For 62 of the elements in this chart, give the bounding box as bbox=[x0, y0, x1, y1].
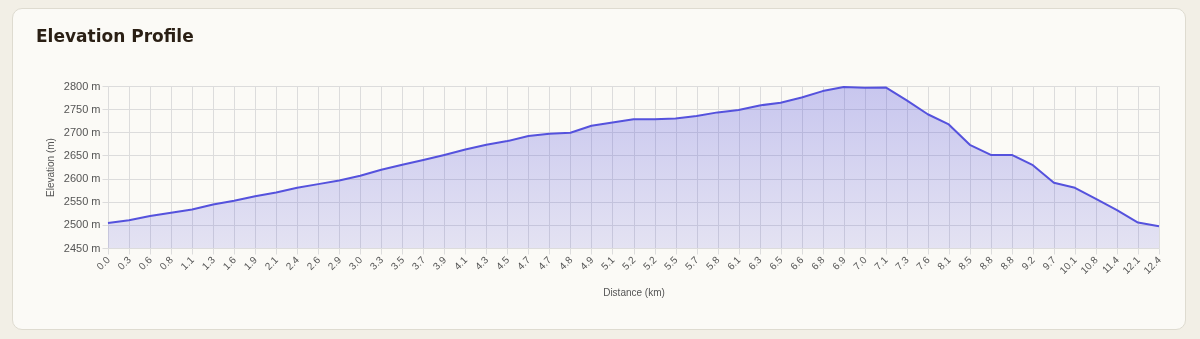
x-tick-label: 5.2 bbox=[619, 253, 638, 272]
x-tick-label: 5.8 bbox=[704, 253, 722, 272]
x-tick-label: 1.3 bbox=[199, 253, 218, 272]
y-tick-label: 2550 m bbox=[63, 195, 101, 208]
x-tick-label: 1.9 bbox=[241, 253, 260, 272]
x-tick-label: 8.5 bbox=[956, 253, 975, 272]
x-tick-label: 9.7 bbox=[1040, 253, 1059, 272]
x-tick-label: 8.8 bbox=[998, 253, 1017, 272]
x-axis-title: Distance (km) bbox=[603, 286, 665, 298]
x-tick-label: 1.6 bbox=[220, 253, 239, 272]
x-tick-label: 3.5 bbox=[388, 253, 407, 272]
x-tick-label: 6.3 bbox=[746, 253, 764, 272]
x-tick-label: 7.0 bbox=[851, 253, 870, 272]
x-tick-label: 0.3 bbox=[115, 253, 134, 272]
x-tick-label: 11.4 bbox=[1099, 253, 1122, 276]
y-tick-label: 2500 m bbox=[63, 218, 101, 231]
x-tick-label: 4.7 bbox=[535, 253, 554, 272]
y-axis-title: Elevation (m) bbox=[44, 138, 56, 197]
x-tick-label: 4.9 bbox=[577, 253, 596, 272]
x-tick-label: 6.5 bbox=[767, 253, 785, 272]
x-tick-label: 6.9 bbox=[830, 253, 849, 272]
x-tick-label: 6.1 bbox=[725, 253, 743, 272]
x-tick-label: 6.6 bbox=[788, 253, 806, 272]
x-tick-label: 0.6 bbox=[136, 253, 155, 272]
x-tick-label: 3.9 bbox=[430, 253, 449, 272]
y-tick-label: 2450 m bbox=[63, 241, 101, 254]
x-tick-label: 7.1 bbox=[872, 253, 891, 272]
y-tick-label: 2650 m bbox=[63, 148, 101, 161]
x-tick-label: 9.2 bbox=[1019, 253, 1038, 272]
x-tick-label: 1.1 bbox=[178, 253, 197, 272]
x-tick-label: 12.1 bbox=[1120, 253, 1143, 276]
x-tick-label: 12.4 bbox=[1141, 253, 1164, 276]
x-tick-label: 2.6 bbox=[304, 253, 323, 272]
x-tick-label: 4.8 bbox=[556, 253, 575, 272]
x-tick-label: 5.7 bbox=[682, 253, 701, 272]
x-tick-label: 8.8 bbox=[977, 253, 996, 272]
x-tick-label: 5.1 bbox=[598, 253, 617, 272]
y-tick-label: 2800 m bbox=[63, 79, 101, 92]
x-tick-label: 2.1 bbox=[262, 253, 281, 272]
x-tick-label: 3.0 bbox=[346, 253, 365, 272]
x-tick-label: 3.3 bbox=[367, 253, 386, 272]
x-tick-label: 10.1 bbox=[1057, 253, 1080, 276]
x-tick-label: 0.8 bbox=[157, 253, 176, 272]
chart-title: Elevation Profile bbox=[36, 26, 194, 46]
x-tick-label: 7.3 bbox=[893, 253, 912, 272]
x-tick-label: 3.7 bbox=[409, 253, 428, 272]
x-tick-label: 2.9 bbox=[325, 253, 344, 272]
x-tick-label: 5.5 bbox=[661, 253, 680, 272]
x-tick-label: 0.0 bbox=[94, 253, 113, 272]
x-tick-label: 10.8 bbox=[1078, 253, 1101, 276]
x-tick-label: 2.4 bbox=[283, 253, 302, 272]
x-tick-label: 4.7 bbox=[514, 253, 533, 272]
x-tick-label: 7.6 bbox=[914, 253, 933, 272]
x-tick-label: 4.5 bbox=[493, 253, 512, 272]
x-tick-label: 5.2 bbox=[640, 253, 659, 272]
y-tick-label: 2700 m bbox=[63, 125, 101, 138]
y-tick-label: 2600 m bbox=[63, 172, 101, 185]
y-tick-label: 2750 m bbox=[63, 102, 101, 115]
x-tick-label: 4.3 bbox=[472, 253, 491, 272]
x-tick-label: 8.1 bbox=[935, 253, 954, 272]
x-tick-label: 4.1 bbox=[451, 253, 470, 272]
x-tick-label: 6.8 bbox=[809, 253, 828, 272]
